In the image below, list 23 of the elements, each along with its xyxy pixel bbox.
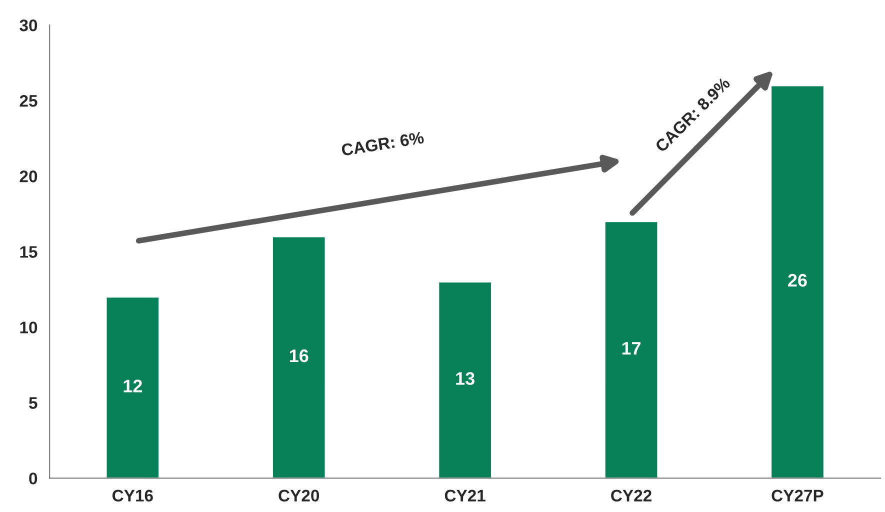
bar [272,236,326,478]
data-label: 12 [124,380,142,392]
data-label: 16 [290,349,308,362]
bar [105,296,160,478]
y-tick-label: 30 [20,19,38,32]
bar [604,220,659,478]
data-label: 13 [456,372,474,385]
y-tick-label: 5 [29,397,38,409]
bar [438,281,492,478]
x-tick-label: CY20 [278,490,320,502]
y-tick-label: 10 [20,322,38,334]
y-tick-label: 0 [29,472,38,484]
data-label: 26 [788,274,807,287]
y-tick-label: 25 [20,95,38,107]
x-tick-label: CY27P [772,490,824,502]
y-tick-label: 20 [20,170,38,182]
y-tick-label: 15 [20,246,38,258]
x-tick-label: CY21 [444,490,486,502]
annotation: CAGR: 6% [341,131,424,156]
x-tick-label: CY16 [112,490,153,502]
x-tick-label: CY22 [611,490,652,502]
data-label: 17 [622,342,641,354]
bar [770,84,825,478]
